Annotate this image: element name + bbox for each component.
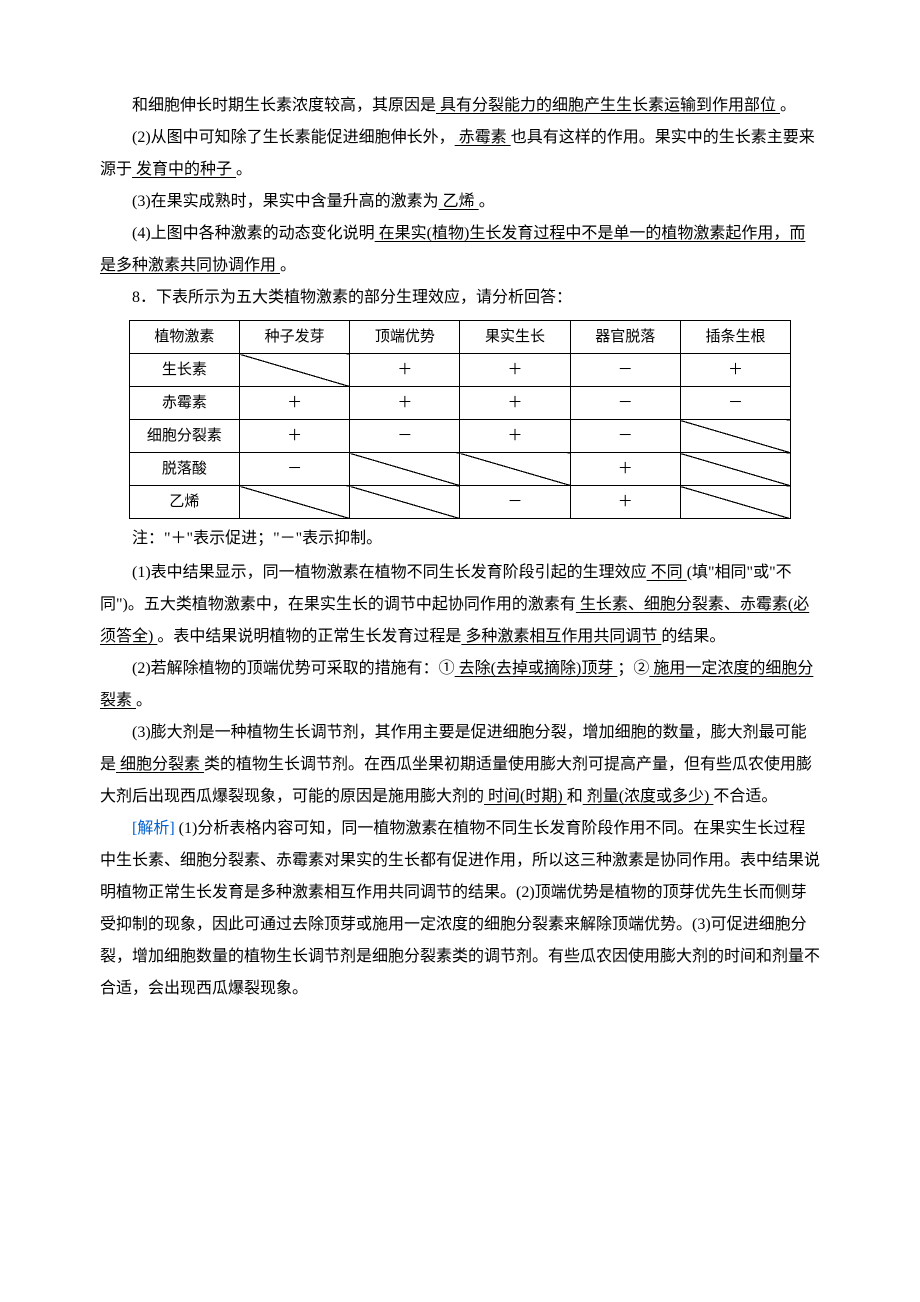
answer-1: (1)表中结果显示，同一植物激素在植物不同生长发育阶段引起的生理效应 不同 (填… <box>100 557 820 653</box>
blank-answer: 具有分裂能力的细胞产生生长素运输到作用部位 <box>436 97 780 114</box>
table-row: 生长素 ＋ ＋ － ＋ <box>129 354 790 387</box>
table-header: 植物激素 <box>129 321 239 354</box>
text: (4)上图中各种激素的动态变化说明 <box>132 225 375 242</box>
blank-answer: 多种激素相互作用共同调节 <box>461 628 661 645</box>
diagonal-cell <box>350 453 460 486</box>
table-row: 脱落酸 － ＋ <box>129 453 790 486</box>
diagonal-cell <box>680 420 790 453</box>
table-header: 种子发芽 <box>240 321 350 354</box>
row-label: 生长素 <box>129 354 239 387</box>
question-8-stem: 8．下表所示为五大类植物激素的部分生理效应，请分析回答： <box>100 282 820 314</box>
table-cell: － <box>570 420 680 453</box>
table-row: 赤霉素 ＋ ＋ ＋ － － <box>129 387 790 420</box>
diagonal-cell <box>680 453 790 486</box>
blank-answer: 不同 <box>647 564 687 581</box>
blank-answer: 发育中的种子 <box>132 161 236 178</box>
explanation-label: [解析] <box>132 820 175 837</box>
table-legend: 注："＋"表示促进；"－"表示抑制。 <box>100 523 820 555</box>
text: ；② <box>617 660 649 677</box>
table-cell: ＋ <box>460 354 570 387</box>
table-cell: － <box>570 387 680 420</box>
table-row: 细胞分裂素 ＋ － ＋ － <box>129 420 790 453</box>
table-cell: ＋ <box>570 453 680 486</box>
table-header: 器官脱落 <box>570 321 680 354</box>
diagonal-cell <box>240 486 350 519</box>
table-row: 植物激素 种子发芽 顶端优势 果实生长 器官脱落 插条生根 <box>129 321 790 354</box>
blank-answer: 赤霉素 <box>455 129 511 146</box>
blank-answer: 时间(时期) <box>484 788 567 805</box>
blank-answer: 剂量(浓度或多少) <box>583 788 714 805</box>
text: (2)从图中可知除了生长素能促进细胞伸长外， <box>132 129 455 146</box>
text: 。 <box>236 161 252 178</box>
text: 和 <box>567 788 583 805</box>
text: 。表中结果说明植物的正常生长发育过程是 <box>157 628 461 645</box>
paragraph-q4: (4)上图中各种激素的动态变化说明 在果实(植物)生长发育过程中不是单一的植物激… <box>100 218 820 282</box>
row-label: 细胞分裂素 <box>129 420 239 453</box>
text: (1)表中结果显示，同一植物激素在植物不同生长发育阶段引起的生理效应 <box>132 564 647 581</box>
diagonal-cell <box>240 354 350 387</box>
table-cell: ＋ <box>680 354 790 387</box>
table-cell: ＋ <box>350 354 460 387</box>
table-cell: ＋ <box>350 387 460 420</box>
table-cell: － <box>350 420 460 453</box>
table-header: 顶端优势 <box>350 321 460 354</box>
table-cell: ＋ <box>460 387 570 420</box>
table-cell: － <box>460 486 570 519</box>
text: 。 <box>780 97 796 114</box>
diagonal-cell <box>460 453 570 486</box>
row-label: 赤霉素 <box>129 387 239 420</box>
answer-3: (3)膨大剂是一种植物生长调节剂，其作用主要是促进细胞分裂，增加细胞的数量，膨大… <box>100 717 820 813</box>
table-row: 乙烯 － ＋ <box>129 486 790 519</box>
paragraph-cell-elongation: 和细胞伸长时期生长素浓度较高，其原因是 具有分裂能力的细胞产生生长素运输到作用部… <box>100 90 820 122</box>
table-header: 果实生长 <box>460 321 570 354</box>
blank-answer: 乙烯 <box>439 193 479 210</box>
diagonal-cell <box>350 486 460 519</box>
answer-2: (2)若解除植物的顶端优势可采取的措施有：① 去除(去掉或摘除)顶芽 ；② 施用… <box>100 653 820 717</box>
row-label: 乙烯 <box>129 486 239 519</box>
text: (3)在果实成熟时，果实中含量升高的激素为 <box>132 193 439 210</box>
text: 的结果。 <box>661 628 725 645</box>
table-cell: － <box>240 453 350 486</box>
blank-answer: 细胞分裂素 <box>116 756 204 773</box>
table-cell: ＋ <box>240 387 350 420</box>
diagonal-cell <box>680 486 790 519</box>
text: 。 <box>136 692 152 709</box>
table-cell: － <box>570 354 680 387</box>
table-cell: ＋ <box>460 420 570 453</box>
text: 不合适。 <box>713 788 777 805</box>
paragraph-q2: (2)从图中可知除了生长素能促进细胞伸长外， 赤霉素 也具有这样的作用。果实中的… <box>100 122 820 186</box>
hormone-effects-table: 植物激素 种子发芽 顶端优势 果实生长 器官脱落 插条生根 生长素 ＋ ＋ － … <box>129 320 791 519</box>
explanation: [解析] (1)分析表格内容可知，同一植物激素在植物不同生长发育阶段作用不同。在… <box>100 813 820 1005</box>
text: 。 <box>479 193 495 210</box>
row-label: 脱落酸 <box>129 453 239 486</box>
table-cell: ＋ <box>570 486 680 519</box>
text: 和细胞伸长时期生长素浓度较高，其原因是 <box>132 97 436 114</box>
table-cell: ＋ <box>240 420 350 453</box>
table-cell: － <box>680 387 790 420</box>
text: 。 <box>280 257 296 274</box>
text: (2)若解除植物的顶端优势可采取的措施有：① <box>132 660 455 677</box>
blank-answer: 去除(去掉或摘除)顶芽 <box>455 660 618 677</box>
explanation-text: (1)分析表格内容可知，同一植物激素在植物不同生长发育阶段作用不同。在果实生长过… <box>100 820 820 997</box>
table-header: 插条生根 <box>680 321 790 354</box>
paragraph-q3: (3)在果实成熟时，果实中含量升高的激素为 乙烯 。 <box>100 186 820 218</box>
